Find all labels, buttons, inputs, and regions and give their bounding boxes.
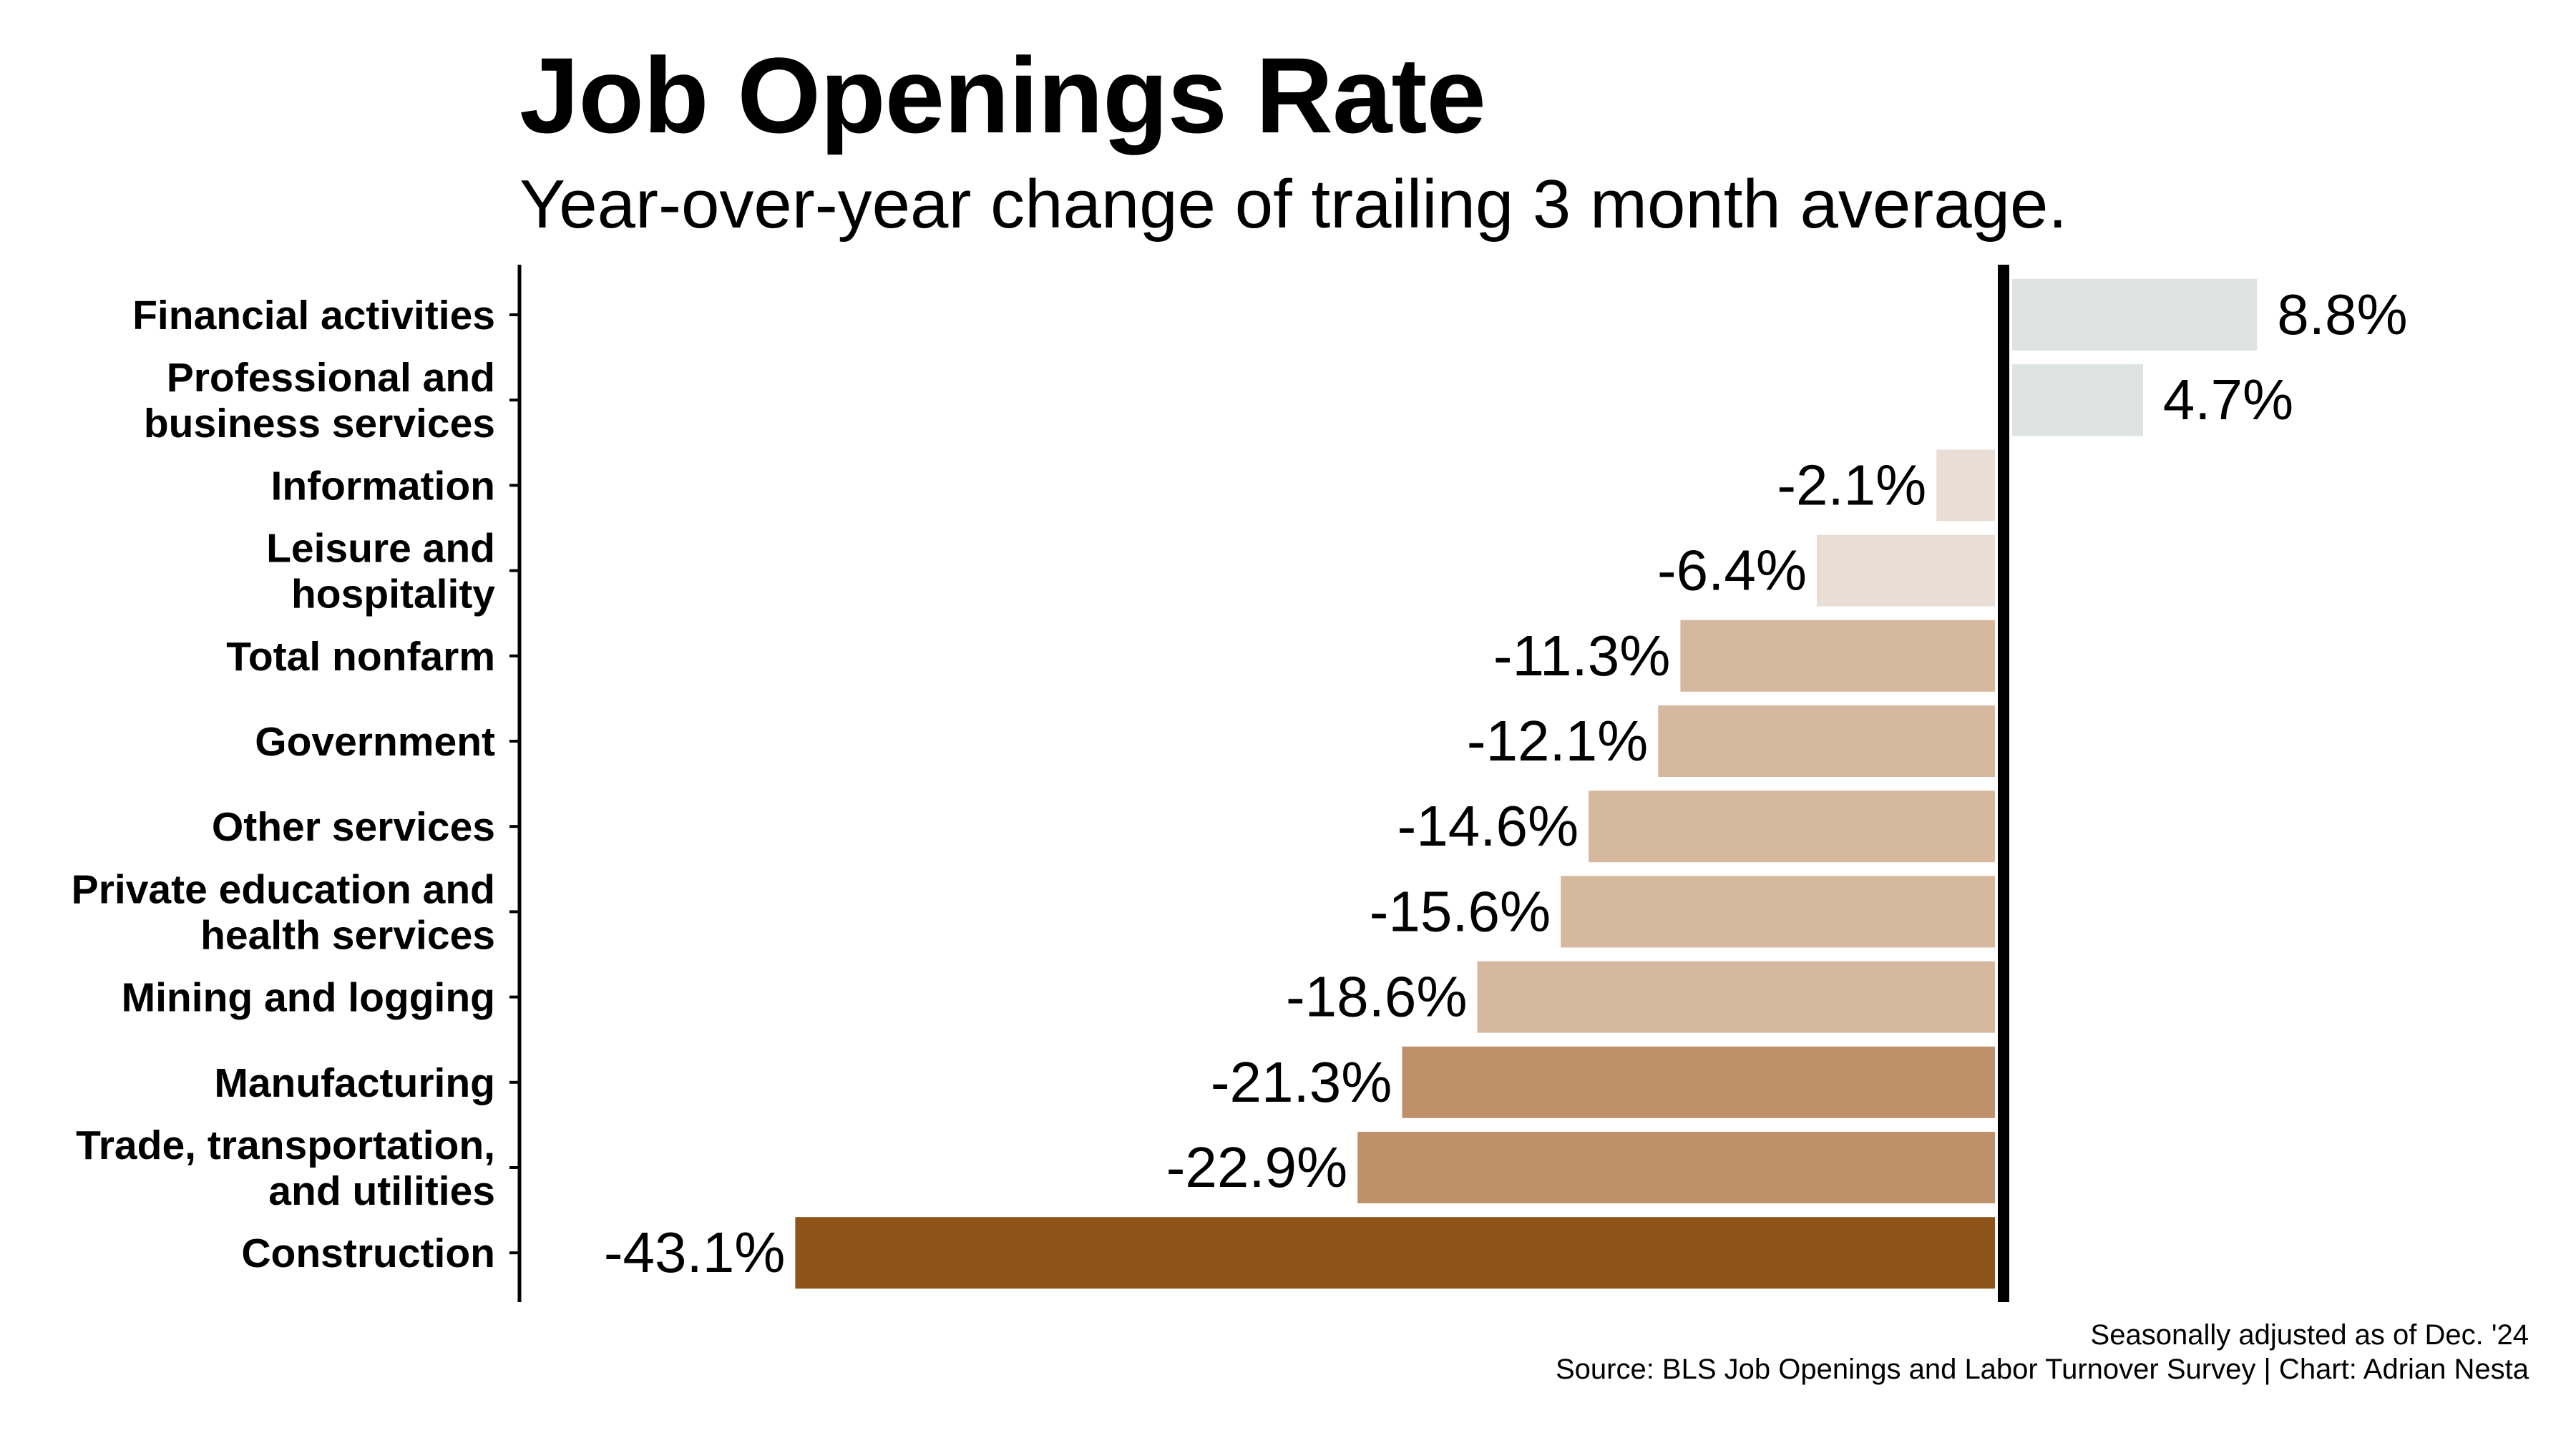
category-label: Manufacturing (214, 1060, 495, 1106)
bars-layer (795, 279, 2258, 1289)
chart-note: Seasonally adjusted as of Dec. '24 (2090, 1319, 2529, 1351)
data-label: -6.4% (1657, 539, 1807, 602)
category-label: Government (255, 719, 495, 765)
data-label: 4.7% (2163, 368, 2293, 431)
value-labels-layer: 8.8% 4.7% -2.1% -6.4% -11.3% -12.1% -14.6% -15.… (604, 283, 2408, 1284)
bar (1402, 1046, 1995, 1118)
bar (1589, 791, 1995, 863)
category-label: Construction (241, 1231, 495, 1276)
data-label: -15.6% (1370, 879, 1551, 943)
category-label-line: and utilities (268, 1168, 495, 1214)
category-label: Information (271, 463, 495, 509)
chart-source: Source: BLS Job Openings and Labor Turno… (1555, 1354, 2529, 1385)
data-label: -11.3% (1493, 624, 1671, 688)
category-label: Total nonfarm (226, 634, 495, 680)
bar (1936, 449, 1995, 522)
category-label-line: Professional and (167, 355, 495, 401)
chart-title: Job Openings Rate (519, 35, 1486, 155)
category-label-line: Trade, transportation, (76, 1122, 495, 1168)
category-label-line: Information (271, 463, 495, 509)
category-label-line: health services (200, 912, 495, 958)
category-label-line: Other services (212, 804, 495, 850)
data-label: -18.6% (1286, 965, 1467, 1029)
category-label: Private education and health services (72, 866, 495, 958)
category-label: Financial activities (132, 293, 495, 338)
category-label-line: Mining and logging (122, 975, 495, 1021)
data-label: -21.3% (1211, 1050, 1392, 1114)
category-label-line: Leisure and (266, 526, 495, 572)
data-label: -43.1% (604, 1221, 785, 1284)
chart-subtitle: Year-over-year change of trailing 3 mont… (519, 166, 2068, 243)
y-axis-ticks (509, 313, 519, 1255)
bar (2012, 279, 2258, 351)
data-label: -2.1% (1777, 453, 1926, 517)
bar (795, 1217, 1995, 1289)
category-label-line: business services (144, 401, 495, 446)
category-label: Mining and logging (122, 975, 495, 1021)
category-label-line: Total nonfarm (226, 634, 495, 680)
category-label: Trade, transportation, and utilities (76, 1122, 495, 1214)
category-labels-layer: Financial activities Professional and busi… (72, 293, 496, 1276)
data-label: -22.9% (1166, 1135, 1347, 1199)
category-label-line: Manufacturing (214, 1060, 495, 1106)
category-label-line: hospitality (291, 572, 495, 617)
bar (1477, 961, 1995, 1033)
bar (1561, 876, 1995, 948)
data-label: 8.8% (2277, 283, 2407, 346)
data-label: -12.1% (1467, 709, 1648, 773)
category-label: Other services (212, 804, 495, 850)
category-label-line: Government (255, 719, 495, 765)
bar (1357, 1132, 1995, 1203)
data-label: -14.6% (1397, 794, 1579, 858)
category-label: Professional and business services (144, 355, 495, 446)
category-label: Leisure and hospitality (266, 526, 495, 617)
category-label-line: Private education and (72, 866, 495, 912)
category-label-line: Financial activities (132, 293, 495, 338)
bar (2012, 364, 2143, 436)
bar (1817, 534, 1995, 607)
bar (1658, 705, 1995, 777)
category-label-line: Construction (241, 1231, 495, 1276)
bar (1680, 620, 1995, 692)
